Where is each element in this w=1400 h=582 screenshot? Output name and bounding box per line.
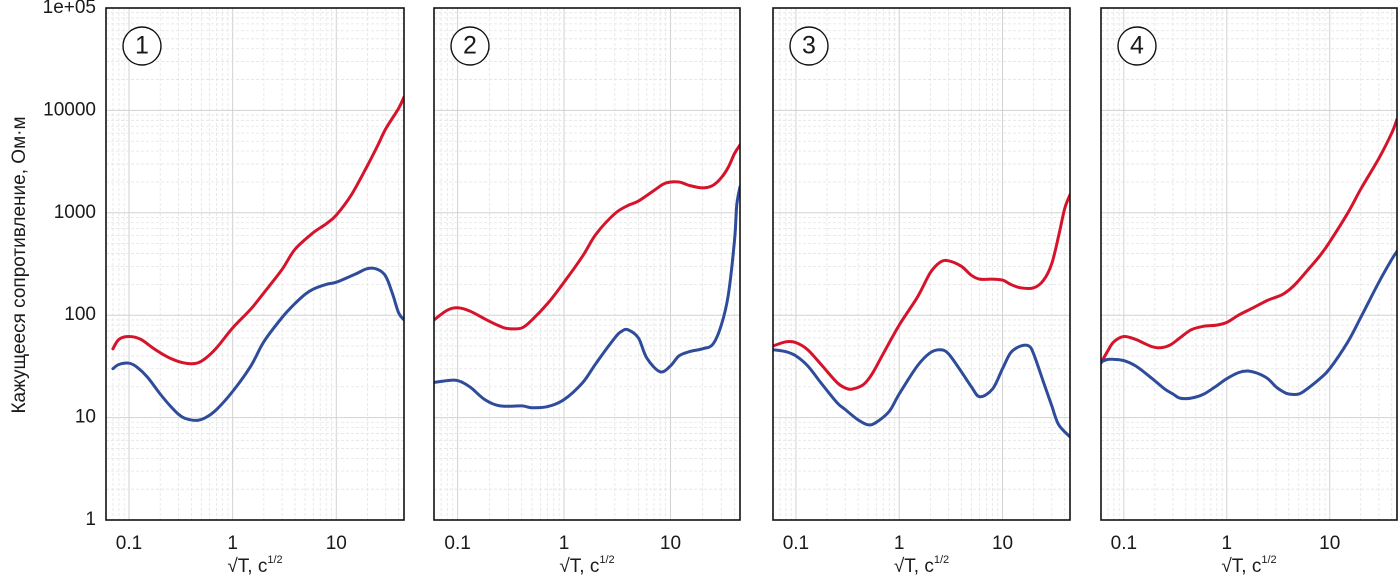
x-axis-label: √T, с1/2	[1221, 554, 1276, 577]
panels: 10.1 1 10√T, с1/220.1 1 10√T, с1/230.1 1 10√T,…	[105, 7, 1398, 577]
blue-curve-panel-1	[111, 266, 404, 422]
red-curve-panel-4	[1101, 117, 1397, 365]
x-tick-label: 0.1	[783, 533, 809, 554]
panel-frame	[1100, 7, 1398, 521]
red-curve-panel-1	[111, 95, 404, 366]
red-curve-panel-2	[434, 143, 740, 331]
x-tick-label: 10	[660, 533, 681, 554]
x-axis-label: √T, с1/2	[894, 554, 949, 577]
panel-4: 4 0.1 1 10 √T, с1/2	[1100, 7, 1398, 577]
panel-number: 1	[135, 32, 149, 60]
panel-number: 2	[463, 32, 477, 60]
panel-number-circle	[789, 26, 829, 66]
grid	[434, 8, 740, 520]
blue-curve-panel-2	[434, 185, 740, 410]
y-tick-label: 1000	[54, 202, 96, 223]
blue-curve-panel-4	[1101, 249, 1397, 401]
panel-number: 3	[802, 32, 816, 60]
panel-frame	[433, 7, 741, 521]
x-axis-label-main: √T, с	[1221, 556, 1261, 577]
x-axis-label-main: √T, с	[894, 556, 934, 577]
y-tick-label: 1e+05	[43, 0, 96, 18]
x-tick-label: 1	[227, 533, 238, 554]
grid	[1101, 8, 1397, 520]
x-tick-label: 1	[894, 533, 905, 554]
x-axis-label: √T, с1/2	[227, 554, 282, 577]
y-tick-label: 1	[85, 509, 96, 530]
x-tick-label: 10	[992, 533, 1013, 554]
y-tick-label: 10000	[43, 99, 96, 120]
panel-2: 2 0.1 1 10 √T, с1/2	[433, 7, 741, 577]
x-tick-label: 0.1	[1111, 533, 1137, 554]
x-tick-label: 10	[1319, 533, 1340, 554]
x-axis-label-sup: 1/2	[1261, 554, 1276, 566]
panel-frame	[772, 7, 1071, 521]
x-tick-label: 1	[559, 533, 570, 554]
blue-curve-panel-3	[773, 343, 1070, 439]
panel-1: 1 0.1 1 10 √T, с1/2	[105, 7, 405, 577]
panel-frame	[105, 7, 405, 521]
panel-number-circle	[1117, 26, 1157, 66]
y-tick-label: 10	[75, 407, 96, 428]
panel-3: 3 0.1 1 10 √T, с1/2	[772, 7, 1071, 577]
red-curve-panel-3	[773, 193, 1070, 391]
x-axis-label-sup: 1/2	[599, 554, 614, 566]
x-axis-label-sup: 1/2	[934, 554, 949, 566]
y-axis-ticks: 1 10 100 1000 10000 1e+05	[43, 0, 96, 530]
x-axis-label-main: √T, с	[227, 556, 267, 577]
x-tick-label: 0.1	[444, 533, 470, 554]
panel-number-circle	[122, 26, 162, 66]
x-axis-label: √T, с1/2	[559, 554, 614, 577]
y-axis-label: Кажущееся сопротивление, Ом·м	[9, 116, 30, 413]
x-tick-label: 0.1	[116, 533, 142, 554]
panel-number-circle	[450, 26, 490, 66]
x-axis-label-main: √T, с	[559, 556, 599, 577]
x-axis-label-sup: 1/2	[267, 554, 282, 566]
x-tick-label: 10	[326, 533, 347, 554]
y-tick-label: 100	[64, 304, 96, 325]
grid	[773, 8, 1070, 520]
panel-number: 4	[1130, 32, 1144, 60]
x-tick-label: 1	[1222, 533, 1233, 554]
grid	[106, 8, 404, 520]
